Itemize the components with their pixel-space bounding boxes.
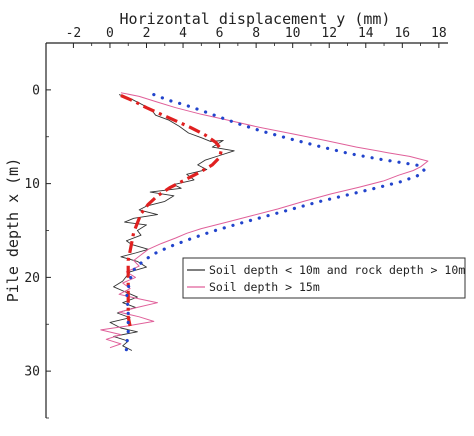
x-tick-label: 18	[431, 26, 447, 41]
series-2	[100, 92, 429, 349]
axes-layer: -2 0 2 4 6 8 10 12 14 16 18 0 10 20 30	[24, 26, 448, 419]
y-tick-label: 20	[24, 271, 40, 286]
y-tick-label: 10	[24, 177, 40, 192]
x-tick-label: 12	[321, 26, 337, 41]
legend-label: Soil depth < 10m and rock depth > 10m	[209, 263, 465, 277]
y-axis-title: Pile depth x (m)	[4, 158, 22, 303]
x-tick-label: 14	[358, 26, 374, 41]
series-4	[124, 93, 426, 354]
x-tick-label: -2	[66, 26, 82, 41]
legend: Soil depth < 10m and rock depth > 10m Soi…	[182, 257, 466, 299]
x-tick-label: 4	[179, 26, 187, 41]
x-tick-label: 6	[216, 26, 224, 41]
series-3	[120, 94, 223, 327]
x-tick-label: 2	[143, 26, 151, 41]
series-layer	[100, 92, 429, 354]
series-line-4	[124, 93, 426, 354]
series-line-3	[120, 94, 223, 327]
legend-label: Soil depth > 15m	[209, 280, 320, 294]
y-tick-label: 30	[24, 365, 40, 380]
x-tick-label: 0	[106, 26, 114, 41]
x-tick-label: 16	[394, 26, 410, 41]
series-line-2	[100, 92, 429, 349]
legend-box	[182, 257, 466, 299]
x-tick-label: 10	[285, 26, 301, 41]
x-axis-title: Horizontal displacement y (mm)	[120, 10, 391, 28]
y-tick-label: 0	[32, 83, 40, 98]
x-tick-label: 8	[252, 26, 260, 41]
